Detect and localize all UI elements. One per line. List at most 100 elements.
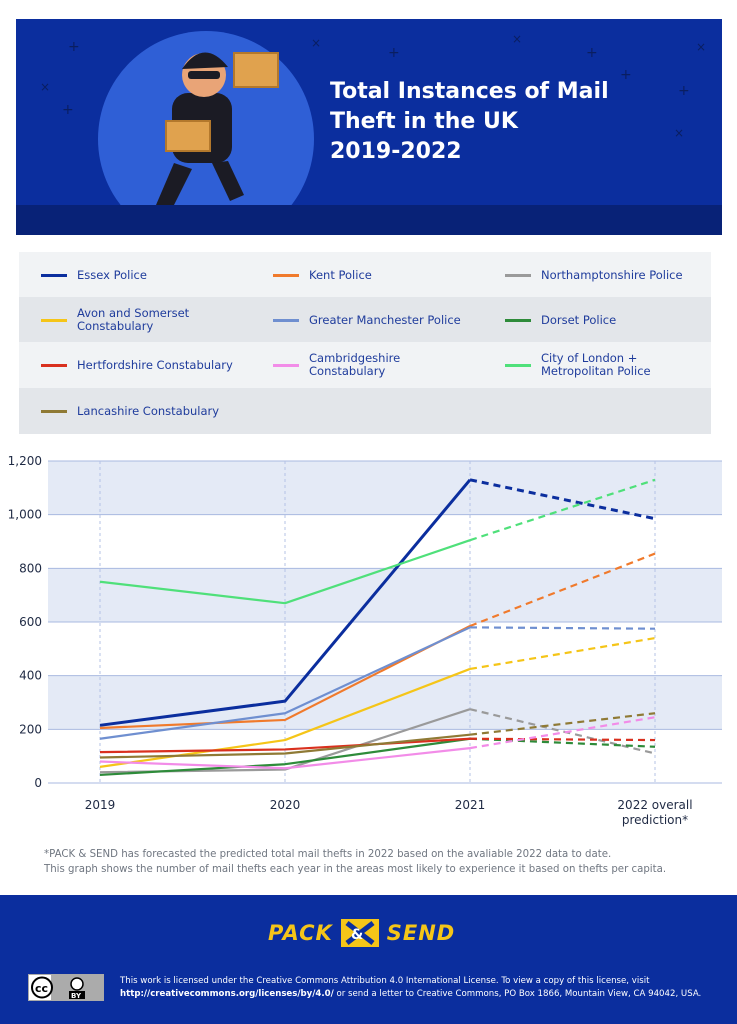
- y-axis-ticks: 0 200 400 600 800 1,000 1,200: [8, 454, 42, 790]
- series-line-dashed: [469, 552, 656, 628]
- x-tick-label: 2022 overall prediction*: [617, 798, 692, 827]
- legend-swatch: [41, 318, 67, 322]
- pack-send-logo: PACK & SEND: [268, 915, 455, 951]
- svg-text:+: +: [586, 45, 598, 61]
- logo-word-pack: PACK: [268, 921, 333, 945]
- svg-text:×: ×: [311, 36, 321, 50]
- legend-swatch: [273, 363, 299, 367]
- grid-bands: [48, 461, 722, 730]
- legend-item-lancashire: Lancashire Constabulary: [41, 388, 257, 434]
- y-tick-label: 800: [19, 561, 42, 575]
- banner-floor: [16, 205, 722, 235]
- legend-label: Kent Police: [309, 267, 372, 282]
- legend-label: City of London + Metropolitan Police: [541, 351, 651, 378]
- footnote-line-1: *PACK & SEND has forecasted the predicte…: [44, 849, 612, 860]
- legend-label: Cambridgeshire Constabulary: [309, 351, 401, 378]
- chart-legend: Essex Police Kent Police Northamptonshir…: [19, 252, 711, 434]
- legend-label: Greater Manchester Police: [309, 312, 461, 327]
- x-tick-label: 2020: [270, 798, 301, 812]
- series-line-dashed: [469, 716, 656, 750]
- legend-swatch: [273, 273, 299, 277]
- title-line-2: Theft in the UK: [330, 109, 518, 134]
- y-tick-label: 600: [19, 615, 42, 629]
- x-axis-ticks: 2019 2020 2021 2022 overall prediction*: [85, 798, 693, 827]
- logo-mark-text: &: [351, 927, 363, 943]
- legend-label: Avon and Somerset Constabulary: [77, 306, 190, 333]
- y-tick-label: 1,200: [8, 454, 42, 468]
- legend-swatch: [41, 273, 67, 277]
- svg-text:×: ×: [674, 126, 684, 140]
- page-title: Total Instances of Mail Theft in the UK …: [330, 77, 690, 167]
- series-line-dashed: [469, 737, 656, 742]
- series-line-solid: [99, 626, 471, 740]
- license-text: This work is licensed under the Creative…: [120, 975, 720, 1001]
- svg-text:+: +: [620, 67, 632, 83]
- cc-by-badge: cc BY: [28, 974, 104, 1001]
- legend-label: Northamptonshire Police: [541, 267, 683, 282]
- series-line-dashed: [469, 637, 656, 671]
- y-tick-label: 1,000: [8, 508, 42, 522]
- series-line-dashed: [469, 626, 656, 630]
- logo-word-send: SEND: [386, 921, 456, 945]
- grid-lines: [48, 460, 722, 784]
- legend-label: Essex Police: [77, 267, 147, 282]
- legend-item-greater-manchester: Greater Manchester Police: [273, 297, 489, 343]
- svg-text:+: +: [678, 83, 690, 99]
- title-line-3: 2019-2022: [330, 139, 462, 164]
- legend-row-2: [19, 297, 711, 343]
- legend-row-4: [19, 388, 711, 434]
- line-chart: 0 200 400 600 800 1,000 1,200 2019 2020 2021 2022…: [8, 454, 722, 827]
- legend-item-northamptonshire: Northamptonshire Police: [505, 252, 721, 298]
- footnote: *PACK & SEND has forecasted the predicte…: [44, 847, 714, 877]
- cc-by-label: BY: [71, 992, 82, 1000]
- series-line-solid: [99, 737, 471, 754]
- series-line-dashed: [469, 737, 656, 748]
- legend-item-avon-somerset: Avon and Somerset Constabulary: [41, 297, 217, 343]
- series-line-solid: [99, 733, 471, 759]
- cc-icon: cc BY: [29, 975, 103, 1000]
- legend-label: Dorset Police: [541, 312, 617, 327]
- legend-label: Lancashire Constabulary: [77, 403, 220, 418]
- svg-text:×: ×: [512, 32, 522, 46]
- grid-band: [48, 568, 722, 622]
- series-line-solid: [99, 539, 471, 605]
- thief-illustration: + + × × + × + + × + ×: [40, 31, 706, 235]
- svg-text:+: +: [388, 45, 400, 61]
- y-tick-label: 400: [19, 669, 42, 683]
- license-line-2-rest: or send a letter to Creative Commons, PO…: [333, 989, 702, 999]
- legend-row-3: [19, 342, 711, 388]
- svg-text:+: +: [68, 39, 80, 55]
- series-line-solid: [99, 625, 471, 730]
- legend-swatch: [505, 318, 531, 322]
- series-line-solid: [99, 667, 471, 768]
- legend-item-essex: Essex Police: [41, 252, 257, 298]
- svg-text:cc: cc: [35, 982, 48, 995]
- legend-swatch: [505, 363, 531, 367]
- series-line-solid: [99, 747, 471, 770]
- y-tick-label: 200: [19, 722, 42, 736]
- legend-label: Hertfordshire Constabulary: [77, 357, 233, 372]
- x-tick-label: 2019: [85, 798, 116, 812]
- title-line-1: Total Instances of Mail: [330, 79, 609, 104]
- license-line-1: This work is licensed under the Creative…: [120, 976, 650, 986]
- legend-item-hertfordshire: Hertfordshire Constabulary: [41, 342, 257, 388]
- series-line-dashed: [469, 478, 656, 521]
- series-line-solid: [99, 478, 472, 727]
- license-line-2: http://creativecommons.org/licenses/by/4…: [120, 988, 720, 1001]
- series-line-solid: [99, 737, 471, 777]
- svg-text:+: +: [62, 102, 74, 118]
- legend-swatch: [273, 318, 299, 322]
- footer: PACK & SEND cc BY This work is licensed …: [0, 895, 737, 1024]
- header-banner: + + × × + × + + × + × Total Instances of…: [16, 19, 722, 235]
- legend-swatch: [41, 363, 67, 367]
- license-url[interactable]: http://creativecommons.org/licenses/by/4…: [120, 989, 334, 999]
- y-tick-label: 0: [34, 776, 42, 790]
- series-line-dashed: [469, 478, 656, 542]
- grid-band: [48, 461, 722, 515]
- legend-item-cambridgeshire: Cambridgeshire Constabulary: [273, 342, 429, 388]
- legend-item-city-of-london: City of London + Metropolitan Police: [505, 342, 691, 388]
- legend-swatch: [505, 273, 531, 277]
- svg-text:×: ×: [40, 80, 50, 94]
- series-lines: [99, 478, 656, 777]
- footnote-line-2: This graph shows the number of mail thef…: [44, 864, 667, 875]
